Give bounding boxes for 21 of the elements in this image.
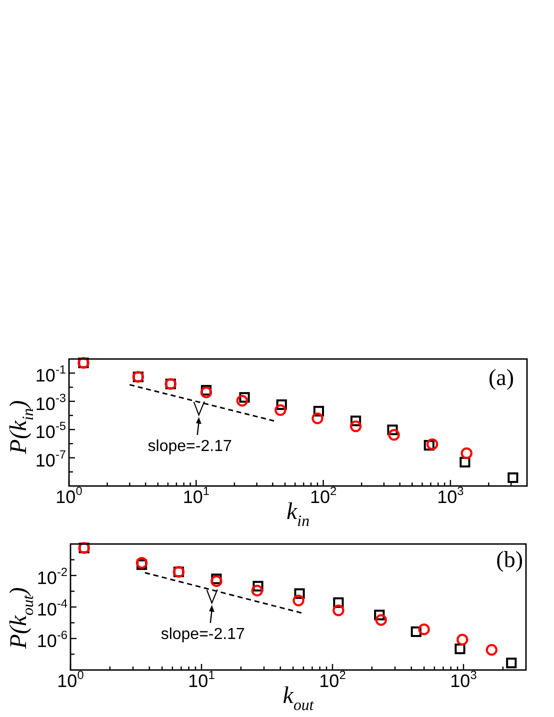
y-tick-label: 10$^{-4}$ bbox=[36, 596, 68, 620]
y-tick-label: 10$^{-3}$ bbox=[35, 391, 66, 414]
annotation: (b) bbox=[496, 547, 523, 572]
x-tick-label: 10$^{3}$ bbox=[437, 484, 464, 507]
x-tick-label: 10$^{2}$ bbox=[310, 484, 337, 507]
x-tick-label: 10$^{1}$ bbox=[182, 484, 210, 507]
y-tick-label: 10$^{-6}$ bbox=[36, 628, 68, 651]
x-tick-label: 10$^{0}$ bbox=[56, 484, 83, 507]
y-tick-label: 10$^{-2}$ bbox=[36, 565, 68, 588]
annotation: slope=-2.17 bbox=[148, 438, 232, 455]
y-tick-label: 10$^{-7}$ bbox=[35, 448, 66, 470]
annotation: (a) bbox=[488, 365, 514, 390]
x-tick-label: 10$^{1}$ bbox=[188, 668, 216, 691]
x-tick-label: 10$^{3}$ bbox=[450, 668, 478, 691]
annotation: slope=-2.17 bbox=[160, 626, 246, 644]
x-tick-label: 10$^{0}$ bbox=[57, 668, 84, 691]
x-tick-label: 10$^{2}$ bbox=[319, 668, 346, 691]
y-tick-label: 10$^{-1}$ bbox=[35, 363, 66, 386]
x-axis-title: k$_{out}$ bbox=[282, 683, 314, 714]
x-axis-title: k$_{in}$ bbox=[286, 499, 310, 530]
y-tick-label: 10$^{-5}$ bbox=[35, 420, 66, 442]
